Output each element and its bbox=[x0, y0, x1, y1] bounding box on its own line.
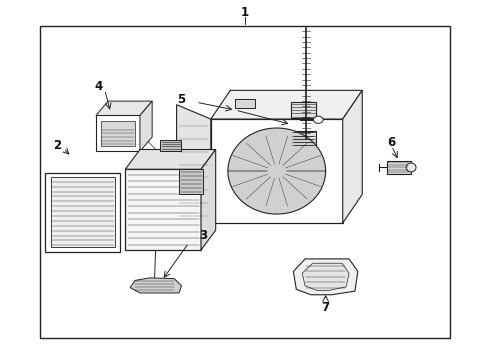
Bar bbox=[235, 99, 255, 108]
Text: 5: 5 bbox=[177, 93, 186, 106]
Text: 2: 2 bbox=[53, 139, 61, 152]
Polygon shape bbox=[130, 278, 181, 293]
Bar bbox=[50, 177, 115, 247]
Polygon shape bbox=[211, 90, 362, 119]
Bar bbox=[292, 131, 316, 147]
Bar bbox=[211, 119, 343, 223]
Polygon shape bbox=[125, 149, 216, 169]
Bar bbox=[161, 142, 180, 151]
Polygon shape bbox=[201, 149, 216, 250]
Bar bbox=[101, 121, 135, 146]
Bar bbox=[292, 102, 316, 118]
Ellipse shape bbox=[406, 163, 416, 172]
Bar bbox=[387, 161, 411, 174]
Circle shape bbox=[314, 116, 323, 123]
Polygon shape bbox=[140, 101, 152, 151]
Bar bbox=[179, 169, 203, 194]
Text: 6: 6 bbox=[388, 136, 396, 149]
Polygon shape bbox=[302, 263, 349, 291]
Bar bbox=[160, 140, 181, 150]
Text: 4: 4 bbox=[94, 80, 102, 93]
Bar bbox=[125, 169, 201, 250]
Polygon shape bbox=[96, 101, 152, 116]
Ellipse shape bbox=[228, 128, 326, 214]
Text: 7: 7 bbox=[321, 301, 330, 314]
Text: 3: 3 bbox=[199, 229, 208, 242]
Text: 1: 1 bbox=[241, 6, 249, 19]
Bar bbox=[96, 116, 140, 151]
Bar bbox=[40, 26, 450, 338]
Bar bbox=[45, 173, 121, 252]
Polygon shape bbox=[343, 90, 362, 223]
Polygon shape bbox=[294, 259, 358, 295]
Polygon shape bbox=[176, 105, 211, 223]
